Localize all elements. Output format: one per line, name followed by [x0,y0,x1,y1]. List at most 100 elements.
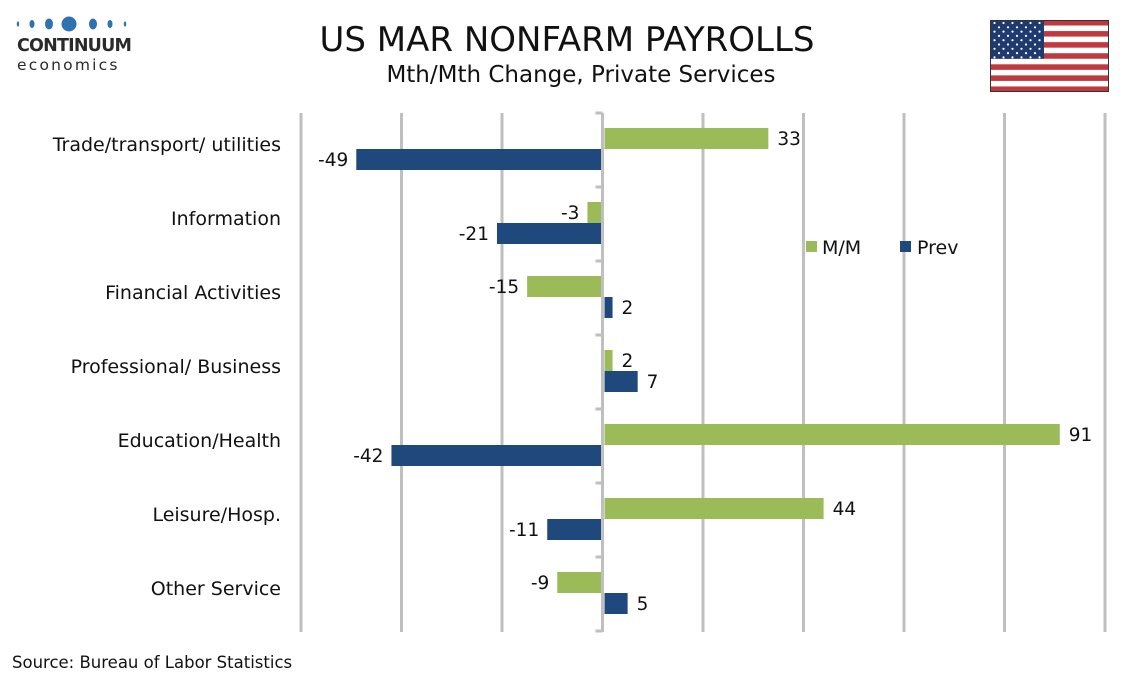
data-label: -3 [561,203,579,224]
bar-prev [496,223,603,244]
bar-prev [604,371,638,392]
category-axis [595,111,604,633]
flag-star [1002,39,1005,42]
flag-star [1002,21,1005,25]
flag-star [1020,21,1023,25]
flag-stripe [990,25,1109,32]
flag-star [1033,52,1037,55]
bar-prev [391,445,603,466]
flag-star [1038,30,1041,33]
flag-star [1002,30,1005,33]
data-label: 33 [777,129,801,150]
data-label: -9 [531,573,549,594]
flag-star [1015,34,1019,37]
flag-stripe [990,20,1109,26]
category-label: Professional/ Business [71,356,281,378]
bar-mm [604,498,824,519]
category-label: Education/Health [118,430,281,452]
flag-star [997,52,1001,55]
flag-star [1024,52,1028,55]
flag-star [1011,30,1014,33]
bar-prev [356,149,603,170]
flag-border [990,20,1109,92]
data-label: -21 [459,224,489,245]
flag-star [1015,26,1019,29]
legend-label: M/M [822,237,861,259]
flag-star [1015,43,1019,46]
flag-star [997,34,1001,37]
legend: M/M Prev [806,237,958,259]
gridlines [299,113,1107,632]
source-note: Source: Bureau of Labor Statistics [12,653,293,672]
flag-star [1029,56,1032,59]
flag-stripe [990,47,1109,54]
flag-stripe [990,31,1109,37]
flag-star [1006,26,1010,29]
flag-star [1011,21,1014,25]
category-labels: Trade/transport/ utilities Information Fin… [52,134,281,600]
bar-prev [604,593,628,614]
flag-stripe [990,80,1109,87]
flag-star [1006,52,1010,55]
flag-star [993,21,996,25]
category-label: Financial Activities [105,282,281,304]
legend-swatch-prev [900,241,911,252]
data-label: 2 [622,351,634,372]
flag-star [1002,56,1005,59]
data-label: 2 [622,298,634,319]
flag-star [1015,52,1019,55]
flag-stripe [990,42,1109,48]
flag-star [1011,47,1014,50]
bar-mm [604,128,769,149]
flag-star [1020,47,1023,50]
flag-stripe [990,58,1109,65]
bar-mm [557,572,603,593]
flag-star [1029,30,1032,33]
flag-star [1011,39,1014,42]
data-label: -42 [353,446,383,467]
data-label: 44 [833,499,857,520]
flag-star [1024,43,1028,46]
flag-star [997,43,1001,46]
flag-star [1033,26,1037,29]
data-label: 91 [1069,425,1093,446]
brand-name: CONTINUUM [17,36,132,56]
category-label: Information [171,208,281,230]
flag-star [1006,34,1010,37]
flag-star [1020,30,1023,33]
flag-star [1029,39,1032,42]
data-label: -11 [509,520,539,541]
bar-mm [604,424,1060,445]
flag-star [993,56,996,59]
flag-star [1038,47,1041,50]
data-label: 7 [647,372,659,393]
flag-star [1033,34,1037,37]
us-flag-icon [990,20,1109,92]
flag-star [993,47,996,50]
data-label: -15 [489,277,519,298]
bars [356,128,1060,614]
flag-stripe [990,69,1109,76]
bar-prev [604,297,613,318]
bar-mm [527,276,603,297]
flag-star [1029,21,1032,25]
flag-star [1024,34,1028,37]
flag-star [1029,47,1032,50]
legend-label: Prev [917,237,958,259]
category-label: Trade/transport/ utilities [52,134,281,156]
chart-title: US MAR NONFARM PAYROLLS [319,20,815,60]
bar-mm [604,350,613,371]
data-label: 5 [637,594,649,615]
flag-star [993,30,996,33]
flag-star [1024,26,1028,29]
brand-logo: CONTINUUM economics [14,14,134,74]
flag-star [993,39,996,42]
flag-star [997,26,1001,29]
flag-stripe [990,75,1109,82]
flag-stripe [990,36,1109,43]
flag-star [1020,39,1023,42]
legend-swatch-mm [806,241,817,252]
flag-star [1033,43,1037,46]
